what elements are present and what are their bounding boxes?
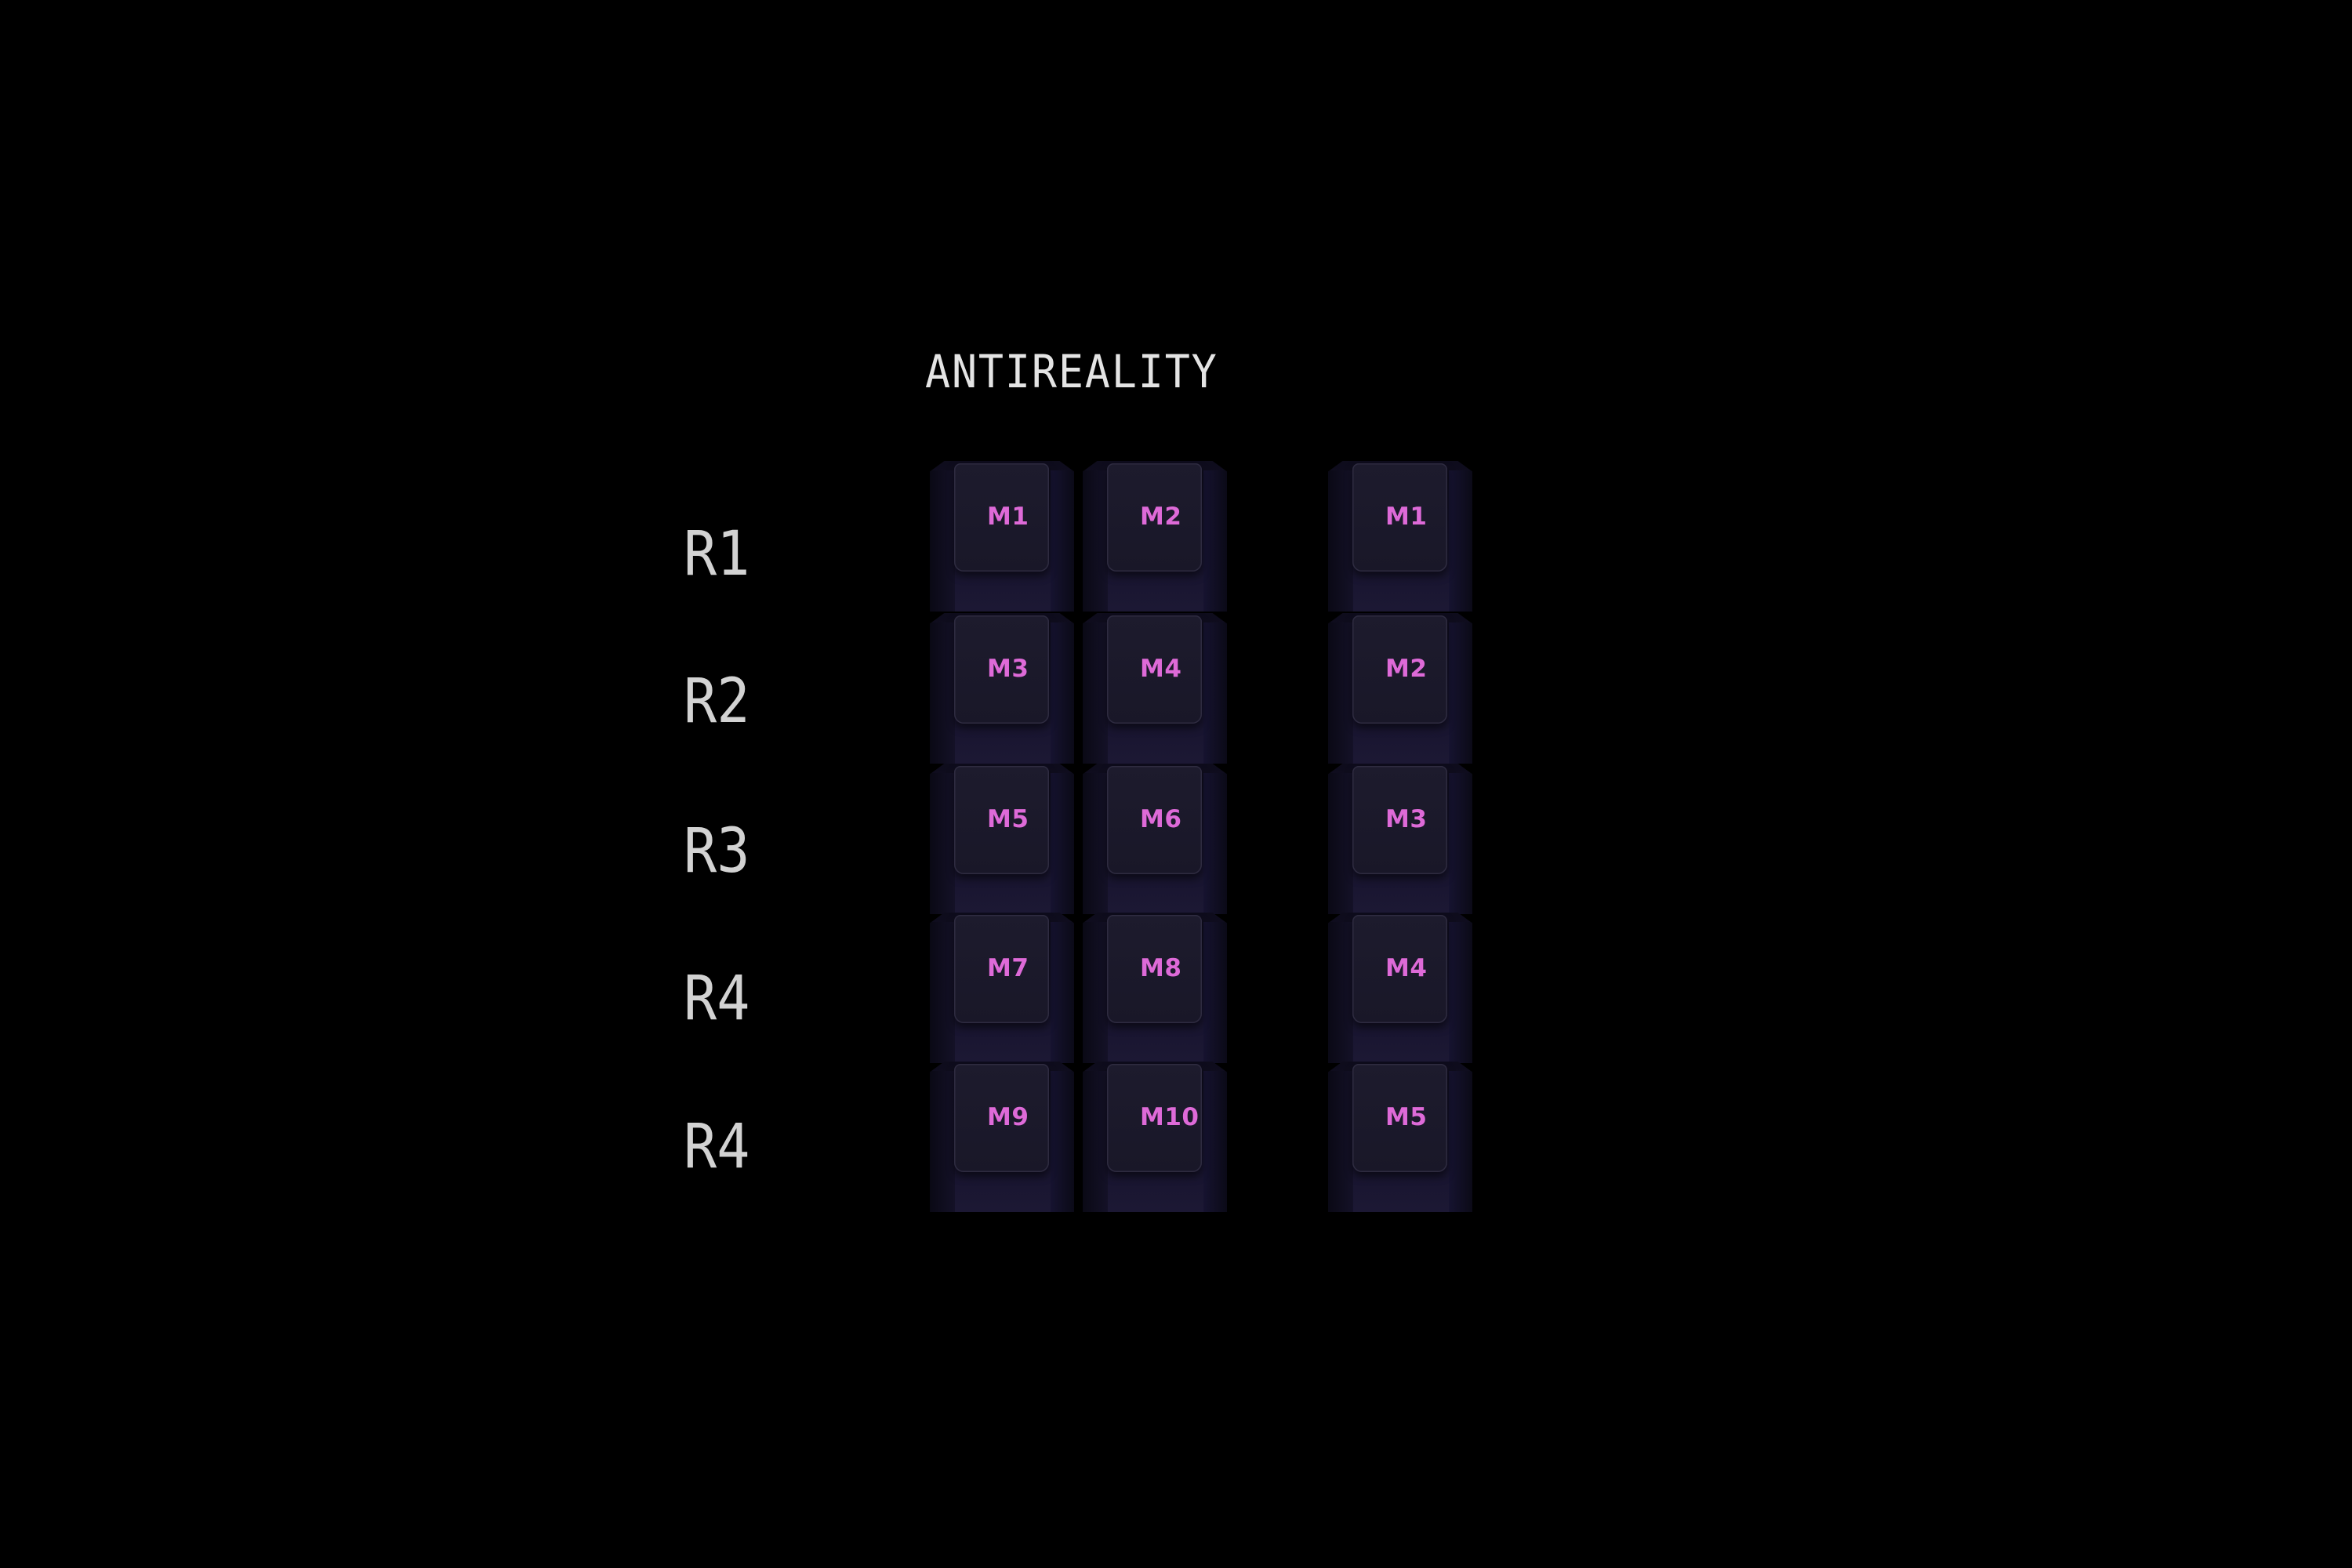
row-label: R2 bbox=[684, 666, 750, 737]
keycap-side bbox=[1328, 773, 1353, 914]
keycap-side bbox=[1083, 622, 1108, 764]
keycap-side bbox=[1083, 1071, 1108, 1212]
keycap: M9 bbox=[930, 1062, 1074, 1212]
keycap: M2 bbox=[1328, 613, 1472, 764]
keycap-top: M6 bbox=[1107, 766, 1202, 874]
keycap-side bbox=[1203, 773, 1227, 914]
keycap-legend: M5 bbox=[1385, 1103, 1428, 1131]
keycap-side bbox=[1083, 922, 1108, 1063]
row-label: R4 bbox=[684, 1112, 750, 1182]
keycap-side bbox=[930, 773, 955, 914]
page-title: ANTIREALITY bbox=[925, 345, 1218, 398]
keycap: M3 bbox=[930, 613, 1074, 764]
keycap-side bbox=[1083, 773, 1108, 914]
keycap-side bbox=[1203, 470, 1227, 612]
keycap-legend: M1 bbox=[1385, 503, 1428, 531]
keycap-side bbox=[1051, 1071, 1074, 1212]
keycap-side bbox=[1328, 1071, 1353, 1212]
keycap-legend: M4 bbox=[1385, 954, 1428, 982]
keycap-top: M4 bbox=[1352, 915, 1447, 1023]
keycap-side bbox=[1328, 922, 1353, 1063]
keycap: M4 bbox=[1083, 613, 1227, 764]
keycap-side bbox=[1449, 922, 1472, 1063]
keycap-legend: M4 bbox=[1140, 655, 1182, 683]
keycap-side bbox=[1449, 470, 1472, 612]
keycap-top: M7 bbox=[954, 915, 1049, 1023]
keycap-side bbox=[1051, 922, 1074, 1063]
keycap-legend: M10 bbox=[1140, 1103, 1200, 1131]
keycap: M1 bbox=[1328, 461, 1472, 612]
keycap-side bbox=[1328, 470, 1353, 612]
keycap-side bbox=[930, 922, 955, 1063]
keycap-legend: M1 bbox=[987, 503, 1029, 531]
keycap: M4 bbox=[1328, 913, 1472, 1063]
keycap-top: M8 bbox=[1107, 915, 1202, 1023]
keycap-top: M9 bbox=[954, 1064, 1049, 1172]
keycap: M2 bbox=[1083, 461, 1227, 612]
keycap-side bbox=[1051, 773, 1074, 914]
keycap-side bbox=[930, 470, 955, 612]
keycap-top: M1 bbox=[1352, 463, 1447, 572]
keycap-side bbox=[1083, 470, 1108, 612]
keycap: M3 bbox=[1328, 764, 1472, 914]
keycap-legend: M3 bbox=[1385, 805, 1428, 833]
keycap: M5 bbox=[930, 764, 1074, 914]
keycap-legend: M9 bbox=[987, 1103, 1029, 1131]
keycap-top: M10 bbox=[1107, 1064, 1202, 1172]
keycap-top: M3 bbox=[954, 615, 1049, 724]
keycap-top: M2 bbox=[1107, 463, 1202, 572]
row-label: R4 bbox=[684, 964, 750, 1034]
keycap-top: M2 bbox=[1352, 615, 1447, 724]
keycap: M6 bbox=[1083, 764, 1227, 914]
keycap-side bbox=[930, 1071, 955, 1212]
keycap-side bbox=[930, 622, 955, 764]
keycap-top: M4 bbox=[1107, 615, 1202, 724]
keycap-legend: M5 bbox=[987, 805, 1029, 833]
keycap: M7 bbox=[930, 913, 1074, 1063]
row-label: R3 bbox=[684, 816, 750, 887]
keycap-side bbox=[1203, 622, 1227, 764]
keycap-legend: M2 bbox=[1385, 655, 1428, 683]
keycap-side bbox=[1203, 1071, 1227, 1212]
keycap-top: M1 bbox=[954, 463, 1049, 572]
keycap: M5 bbox=[1328, 1062, 1472, 1212]
keycap-top: M5 bbox=[954, 766, 1049, 874]
keycap-legend: M3 bbox=[987, 655, 1029, 683]
keycap-legend: M6 bbox=[1140, 805, 1182, 833]
keycap-side bbox=[1203, 922, 1227, 1063]
row-label: R1 bbox=[684, 519, 750, 590]
keycap-side bbox=[1449, 1071, 1472, 1212]
keycap: M10 bbox=[1083, 1062, 1227, 1212]
keycap-side bbox=[1051, 470, 1074, 612]
keycap: M1 bbox=[930, 461, 1074, 612]
keycap-side bbox=[1449, 773, 1472, 914]
keycap-top: M5 bbox=[1352, 1064, 1447, 1172]
keycap-legend: M2 bbox=[1140, 503, 1182, 531]
keycap-top: M3 bbox=[1352, 766, 1447, 874]
keycap-side bbox=[1051, 622, 1074, 764]
keycap-side bbox=[1328, 622, 1353, 764]
keycap: M8 bbox=[1083, 913, 1227, 1063]
keycap-legend: M7 bbox=[987, 954, 1029, 982]
keycap-legend: M8 bbox=[1140, 954, 1182, 982]
keycap-side bbox=[1449, 622, 1472, 764]
